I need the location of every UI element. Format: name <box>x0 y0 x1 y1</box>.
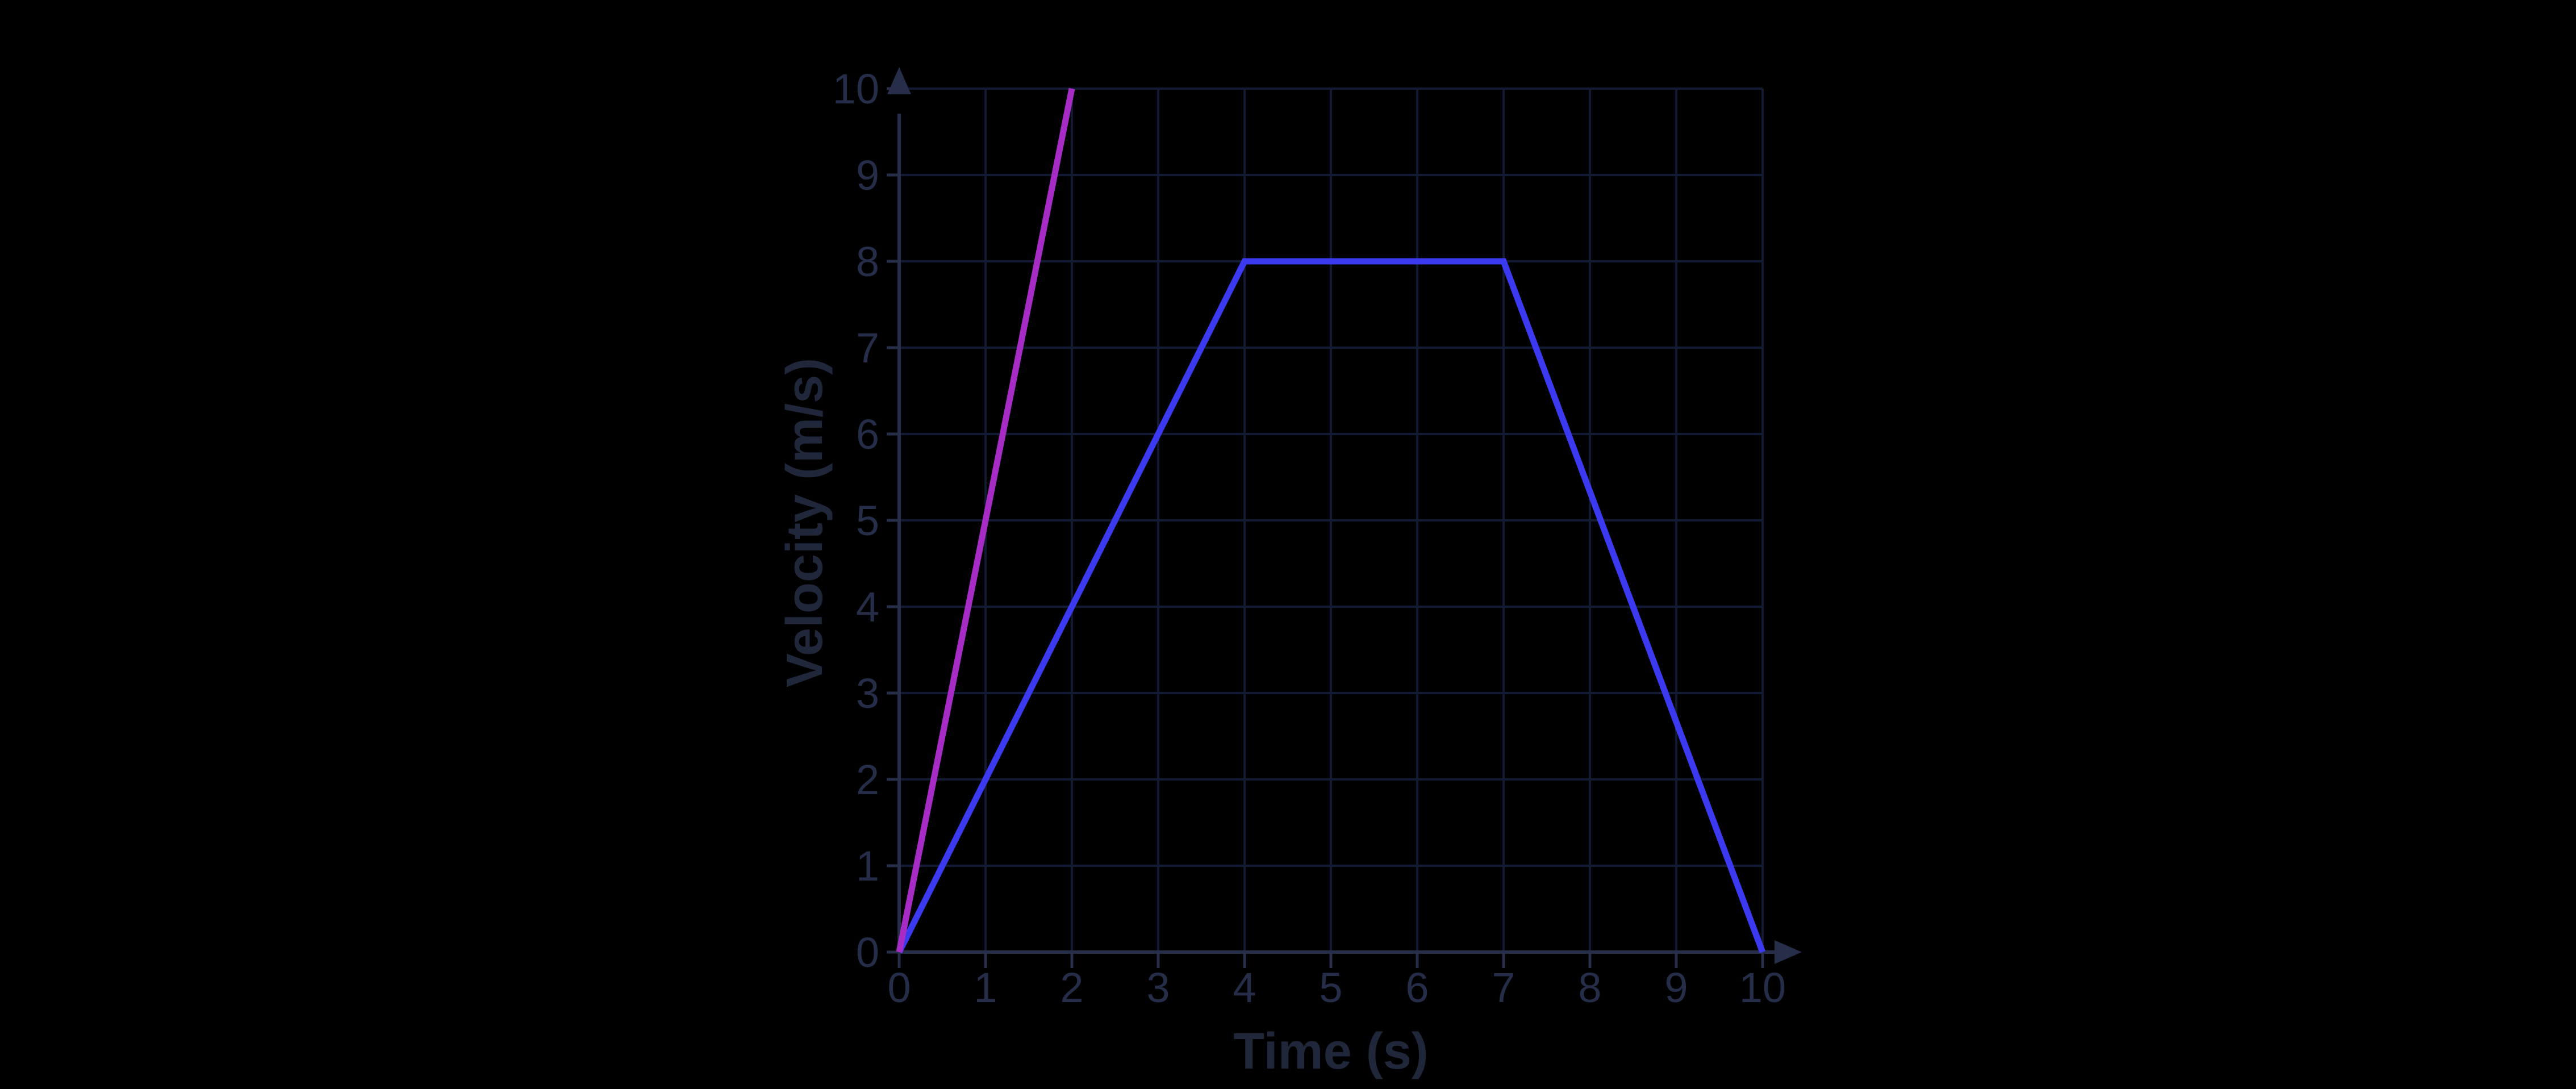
y-tick-label: 8 <box>856 238 879 285</box>
y-tick-label: 9 <box>856 152 879 199</box>
x-tick-label: 1 <box>974 964 997 1011</box>
x-tick-label: 10 <box>1739 964 1786 1011</box>
y-tick-label: 0 <box>856 929 879 976</box>
x-tick-label: 4 <box>1233 964 1256 1011</box>
y-tick-label: 7 <box>856 324 879 372</box>
x-axis-title: Time (s) <box>1233 1023 1428 1080</box>
x-tick-label: 9 <box>1664 964 1688 1011</box>
tick-labels-layer: 0 1 2 3 4 5 6 7 8 9 10 0 1 2 3 4 5 6 7 8 9 10 <box>833 65 1786 1011</box>
x-tick-label: 8 <box>1578 964 1601 1011</box>
blue-trapezoid-velocity-line <box>896 258 1766 954</box>
y-tick-label: 6 <box>856 411 879 458</box>
y-axis-title: Velocity (m/s) <box>776 358 833 687</box>
x-axis-arrowhead-icon <box>1775 940 1802 964</box>
x-tick-label: 2 <box>1060 964 1083 1011</box>
axes-layer <box>887 67 1802 964</box>
y-tick-label: 1 <box>856 842 879 890</box>
x-tick-label: 6 <box>1405 964 1429 1011</box>
x-tick-label: 5 <box>1319 964 1342 1011</box>
tick-marks-layer <box>887 87 1764 968</box>
y-tick-label: 2 <box>856 756 879 803</box>
magenta-steep-velocity-line <box>896 87 1075 953</box>
y-axis-arrowhead-icon <box>887 67 911 94</box>
grid-layer <box>899 87 1764 952</box>
y-tick-label: 4 <box>856 583 879 631</box>
x-tick-label: 3 <box>1146 964 1170 1011</box>
x-tick-label: 0 <box>887 964 911 1011</box>
y-tick-label: 3 <box>856 670 879 717</box>
y-tick-label: 5 <box>856 497 879 544</box>
y-tick-label: 10 <box>833 65 879 112</box>
x-tick-label: 7 <box>1492 964 1515 1011</box>
data-series-layer <box>896 87 1766 954</box>
